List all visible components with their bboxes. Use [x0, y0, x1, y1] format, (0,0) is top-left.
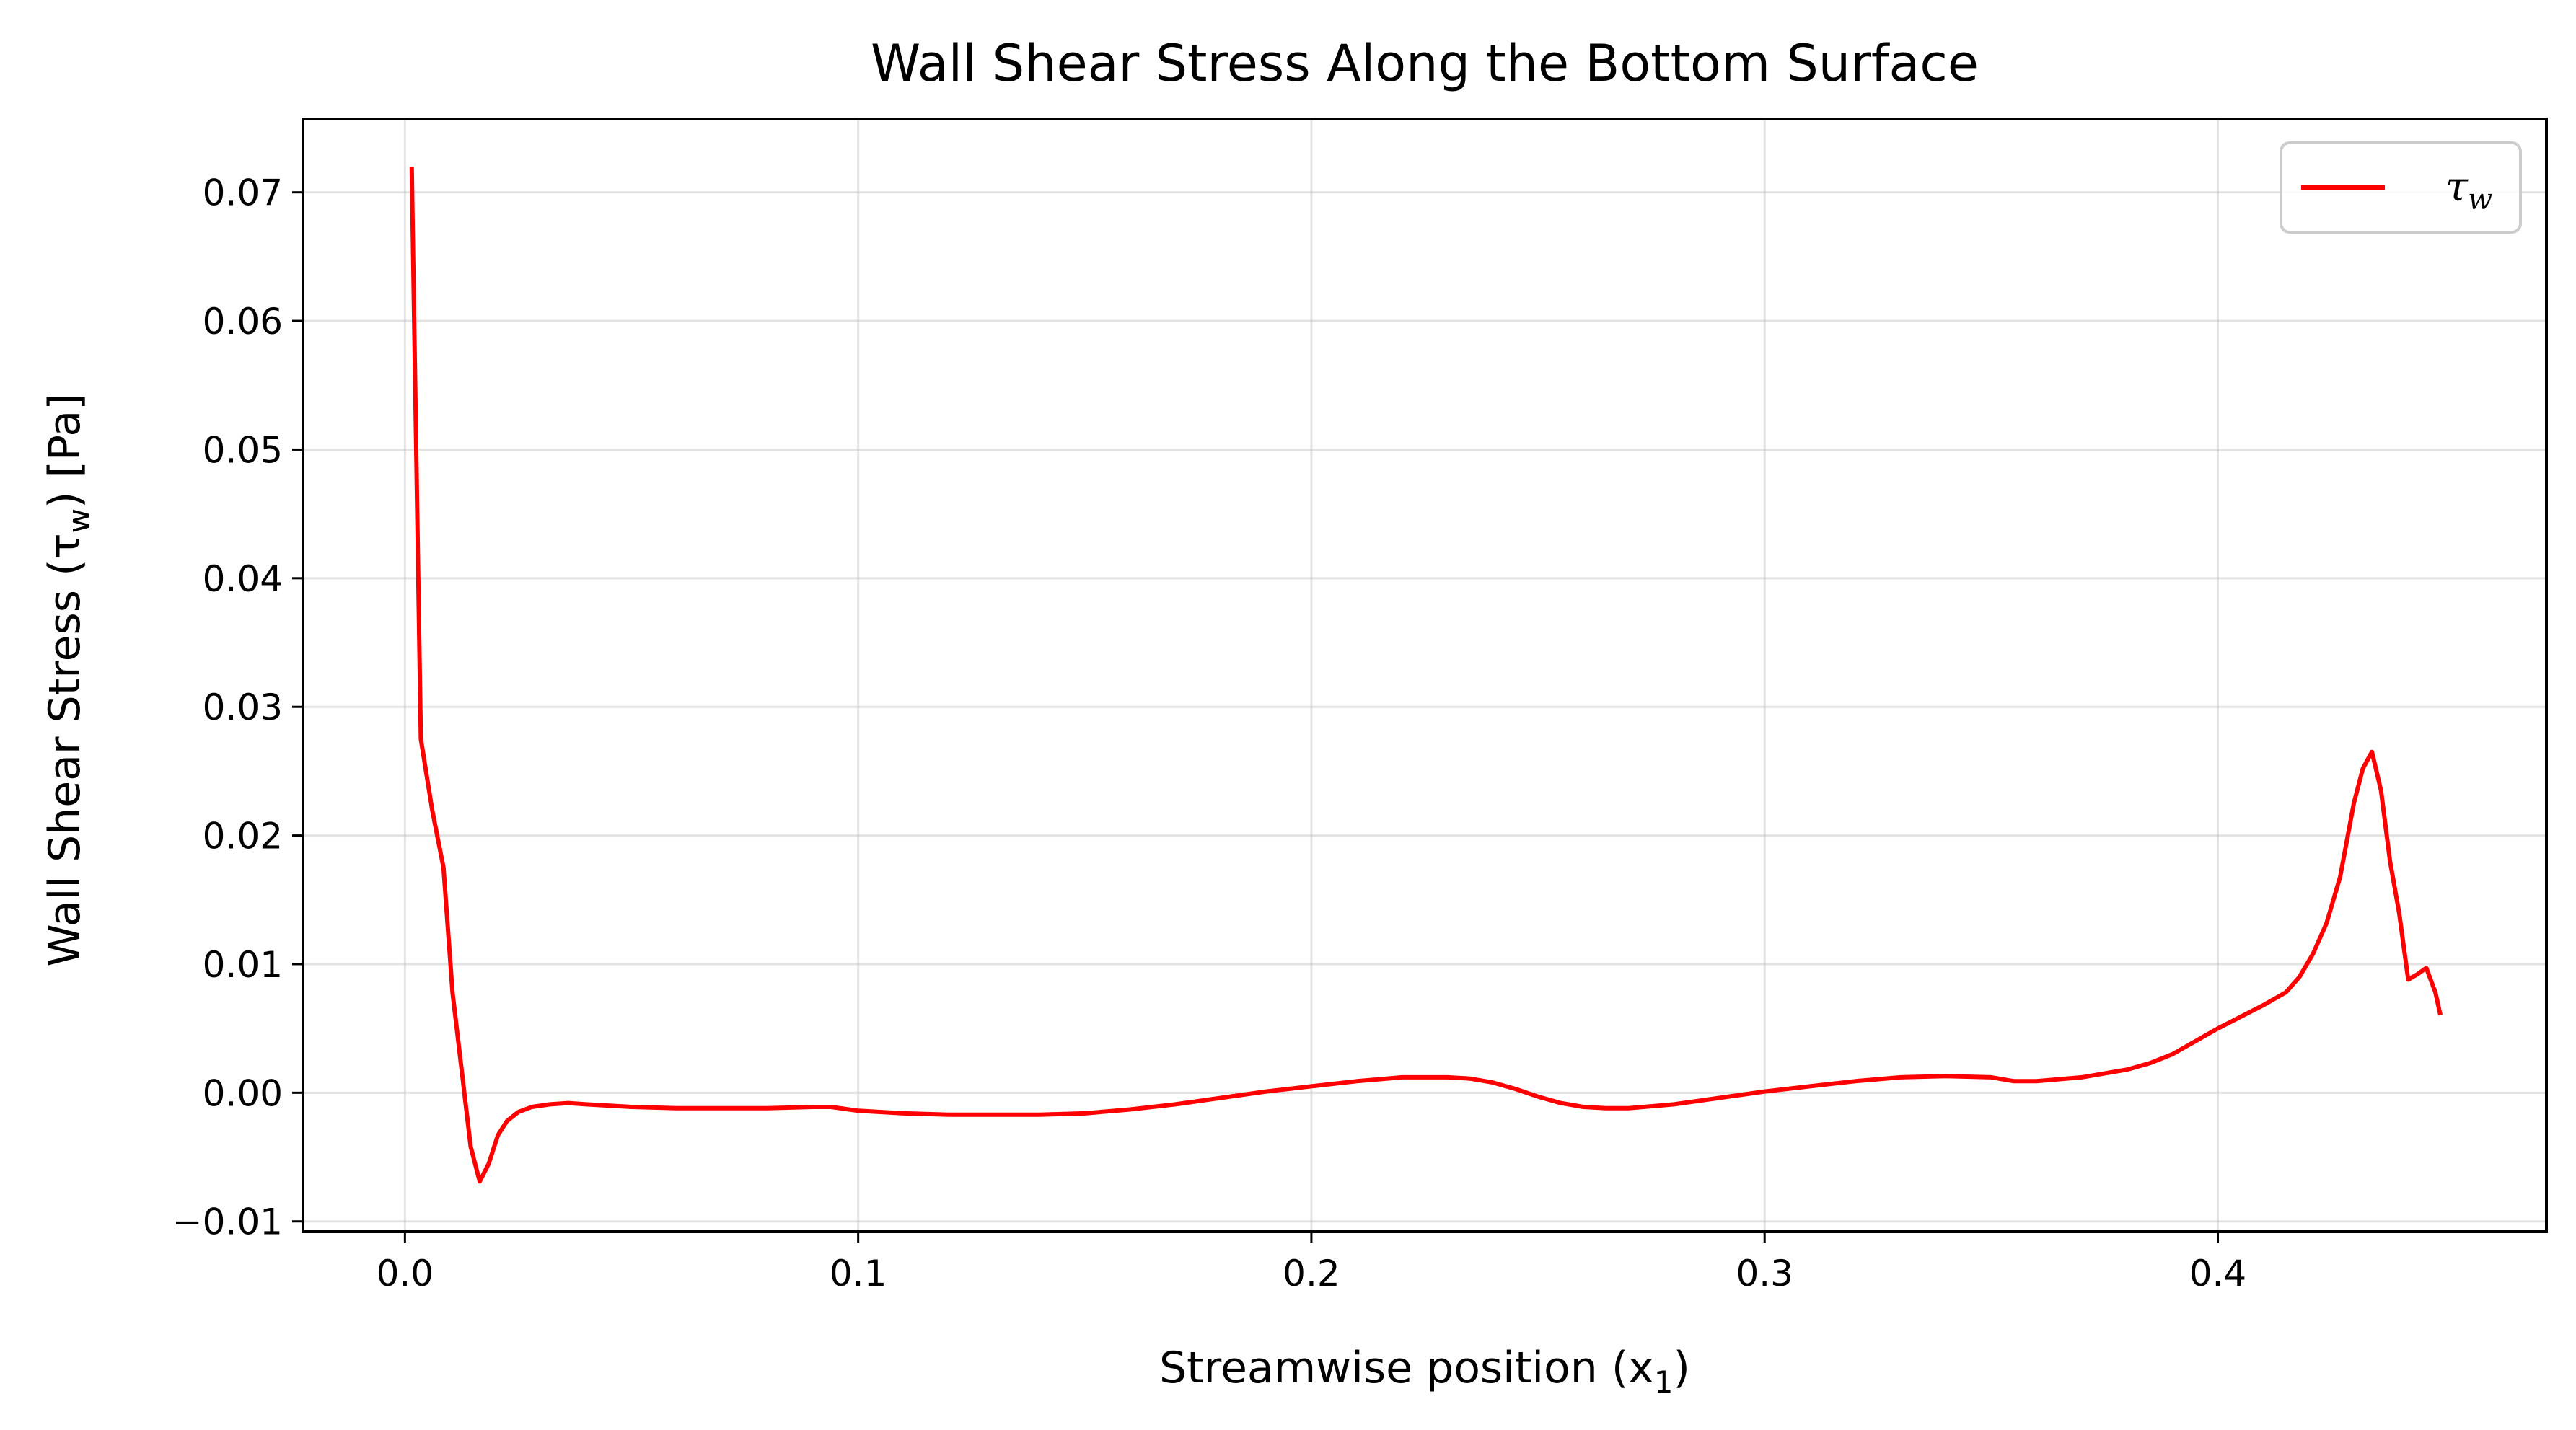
y-axis-label-subscript: w	[61, 508, 97, 533]
y-tick-label: 0.04	[203, 558, 283, 600]
y-tick-label: 0.07	[203, 172, 283, 214]
chart-title: Wall Shear Stress Along the Bottom Surfa…	[871, 34, 1979, 93]
x-tick-label: 0.1	[830, 1253, 887, 1294]
legend-label-text: τ	[2445, 164, 2469, 211]
x-tick-label: 0.3	[1736, 1253, 1793, 1294]
plot-area-frame	[302, 118, 2548, 1233]
axis-ticks: 0.0 0.1 0.2 0.3 0.4 −0.01 0.00 0.01 0.02 0.03 0.04…	[172, 172, 2246, 1294]
legend-label-tau-w: τw	[2445, 164, 2492, 216]
x-axis-label-subscript: 1	[1654, 1364, 1674, 1400]
x-axis-label-end: )	[1674, 1343, 1690, 1393]
y-tick-label: 0.00	[203, 1072, 283, 1114]
x-tick-label: 0.0	[377, 1253, 434, 1294]
legend-box	[2280, 141, 2522, 234]
y-tick-label: 0.06	[203, 301, 283, 343]
x-axis-label-text: Streamwise position (x	[1159, 1343, 1654, 1393]
y-tick-label: −0.01	[172, 1201, 283, 1243]
y-axis-label-end: ) [Pa]	[40, 393, 90, 508]
y-axis-label-text: Wall Shear Stress (τ	[40, 533, 90, 966]
y-tick-label: 0.02	[203, 816, 283, 857]
y-tick-label: 0.05	[203, 429, 283, 471]
y-tick-label: 0.01	[203, 944, 283, 986]
legend: τw	[2280, 141, 2522, 234]
x-tick-label: 0.2	[1283, 1253, 1340, 1294]
series-layer	[409, 167, 2443, 1184]
x-tick-label: 0.4	[2189, 1253, 2247, 1294]
grid-lines	[303, 119, 2546, 1232]
series-line-tau-w	[409, 167, 2443, 1184]
y-axis-label: Wall Shear Stress (τw) [Pa]	[40, 393, 97, 966]
x-axis-label: Streamwise position (x1)	[1159, 1343, 1690, 1400]
y-tick-label: 0.03	[203, 687, 283, 728]
legend-label-subscript: w	[2468, 183, 2492, 216]
